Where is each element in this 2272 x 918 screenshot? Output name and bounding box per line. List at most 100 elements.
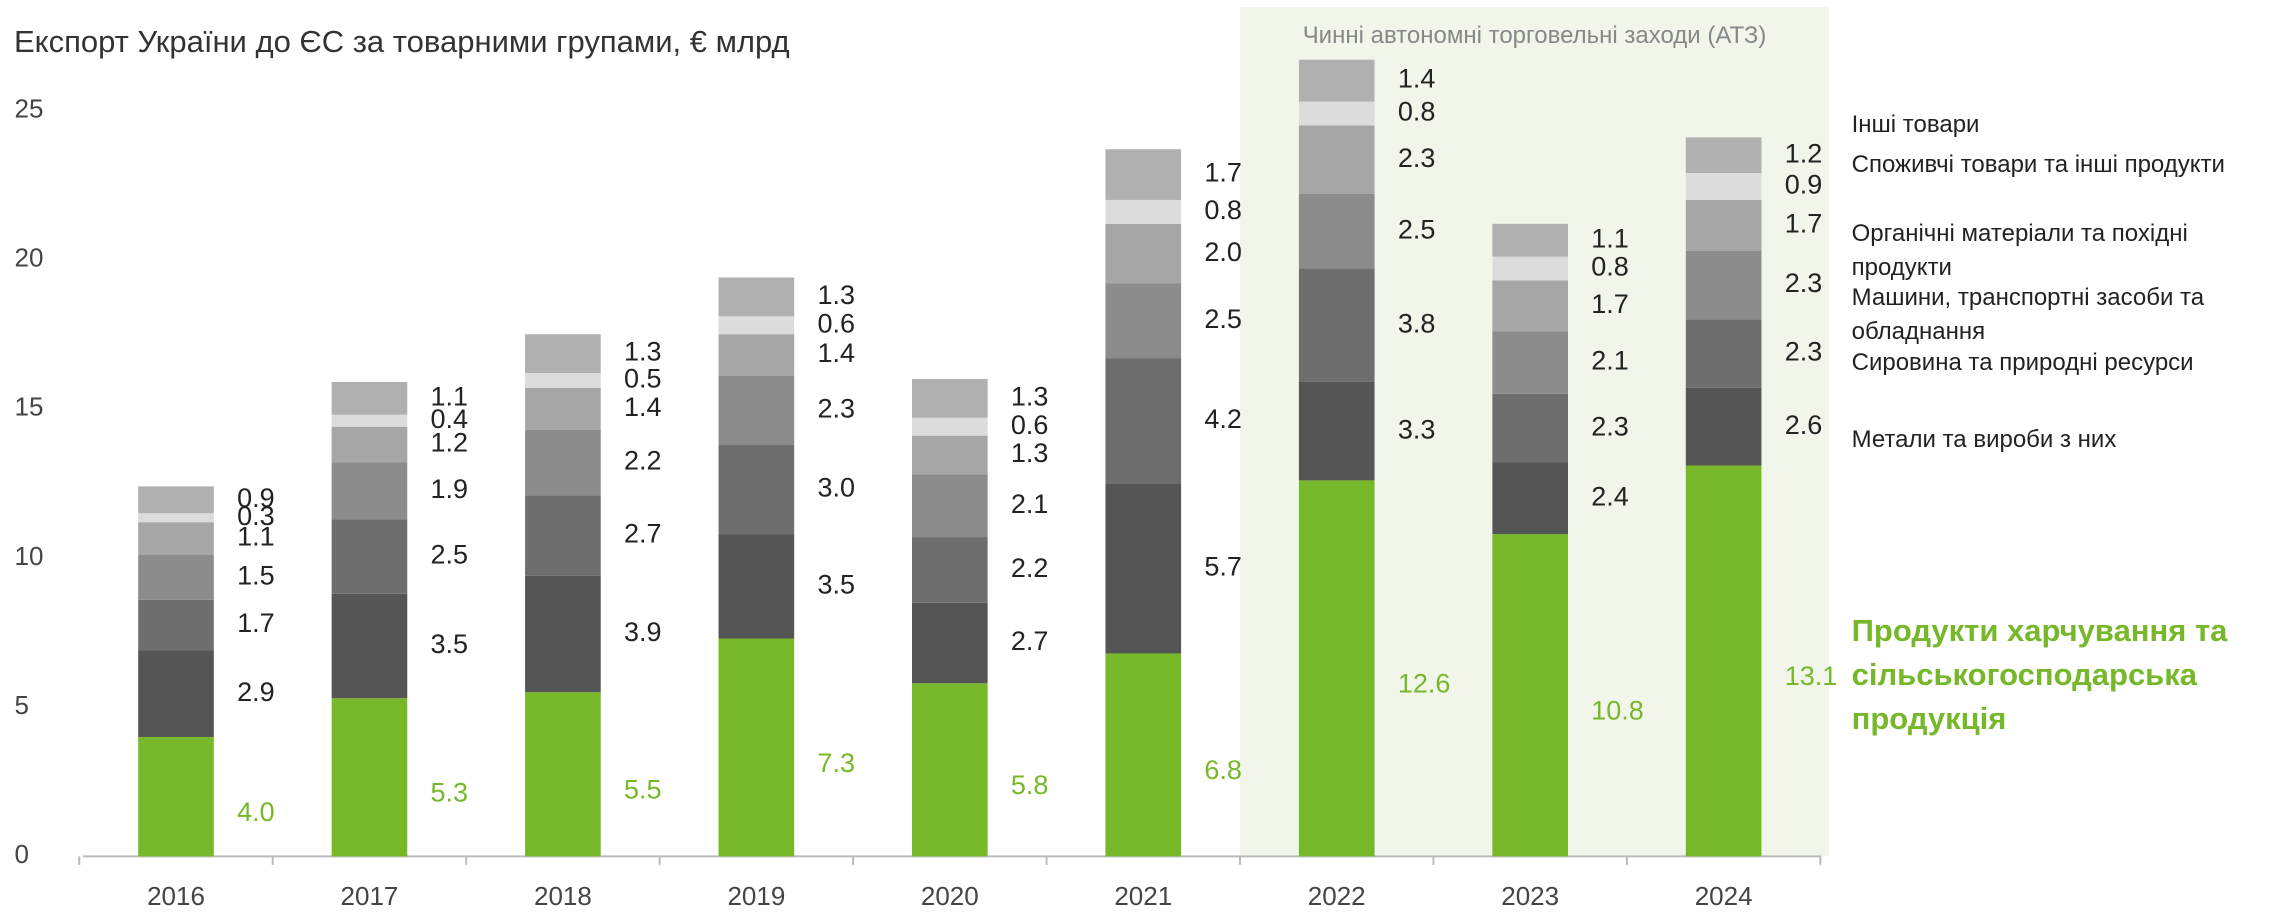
value-label: 2.3 [1591,411,1629,441]
bar-segment [1685,199,1762,251]
bar-segment [331,698,408,857]
value-label: 2.5 [431,540,469,570]
value-label: 1.4 [1398,64,1436,94]
bar-segment [718,334,795,376]
bar-segment [718,444,795,535]
bar-segment [525,429,601,496]
bar-segment [718,534,795,639]
bar-segment [1492,223,1568,257]
bar-segment [138,650,214,737]
value-label: 1.7 [1591,289,1629,319]
value-label: 1.1 [237,522,275,552]
value-label: 1.3 [624,337,662,367]
value-label: 1.7 [1204,158,1242,188]
value-label: 1.2 [431,428,469,458]
value-label: 1.1 [431,381,469,411]
bar-segment [912,474,988,538]
bar-segment [1105,483,1182,654]
legend-entry: Споживчі товари та інші продукти [1851,150,2225,178]
value-label: 0.6 [1011,410,1049,440]
value-label: 1.1 [1591,223,1629,253]
bar-segment [525,334,601,373]
value-label: 0.5 [624,364,662,394]
value-label: 1.5 [237,560,275,590]
bar-segment [912,537,988,603]
bar-segment [912,435,988,475]
bar-segment [718,638,795,857]
bar-segment [1298,101,1375,126]
bar-segment [1298,193,1375,269]
bar-segment [1685,137,1762,174]
value-label: 7.3 [817,748,855,778]
y-tick-label: 25 [15,93,44,123]
value-label: 2.3 [817,393,855,423]
value-label: 2.5 [1204,304,1242,334]
value-label: 2.7 [624,519,662,549]
value-label: 1.2 [1785,138,1823,168]
legend-entry: Сировина та природні ресурси [1851,348,2194,376]
value-label: 2.6 [1785,410,1823,440]
legend-entry: Продукти харчування та сільськогосподарс… [1851,613,2228,737]
bar-segment [1105,223,1182,284]
value-label: 10.8 [1591,696,1644,726]
value-label: 13.1 [1785,661,1838,691]
value-label: 2.9 [237,677,275,707]
value-label: 5.8 [1011,770,1049,800]
bar-segment [1105,199,1182,224]
bar-segment [1685,387,1762,466]
value-label: 2.3 [1398,143,1436,173]
bar-segment [1105,283,1182,359]
bar-segment [1298,480,1375,857]
bar-segment [1105,149,1182,200]
value-label: 2.4 [1591,481,1629,511]
bar-segment [1105,653,1182,857]
value-label: 0.8 [1204,195,1242,225]
value-label: 1.7 [237,608,275,638]
value-label: 2.2 [1011,553,1049,583]
x-tick-label: 2021 [1114,881,1172,911]
legend-entry: Інші товари [1851,110,1980,138]
bar-segment [331,414,408,427]
value-label: 0.4 [431,404,469,434]
y-tick-label: 10 [15,541,44,571]
bar-segment [1492,280,1568,332]
x-tick-label: 2020 [921,881,979,911]
y-tick-label: 0 [15,839,29,869]
x-tick-label: 2024 [1695,881,1753,911]
value-label: 1.3 [817,280,855,310]
x-tick-label: 2016 [147,881,205,911]
value-label: 0.8 [1591,252,1629,282]
bar-segment [331,593,408,699]
value-label: 3.5 [431,629,469,659]
bar-segment [1298,381,1375,481]
legend-entry: Машини, транспортні засоби та обладнання [1851,284,2205,346]
value-label: 1.3 [1011,381,1049,411]
value-label: 1.9 [431,474,469,504]
bar-segment [525,372,601,388]
bar-segment [718,316,795,335]
bar-segment [1492,534,1568,857]
bar-segment [912,378,988,418]
bar-segment [525,692,601,857]
x-tick-label: 2023 [1501,881,1559,911]
bar-segment [138,522,214,555]
value-label: 2.5 [1398,214,1436,244]
value-label: 12.6 [1398,669,1451,699]
x-tick-label: 2017 [341,881,399,911]
value-label: 5.3 [431,778,469,808]
value-label: 3.8 [1398,308,1436,338]
bar-segment [1685,250,1762,320]
x-tick-label: 2022 [1308,881,1366,911]
bar-segment [1685,173,1762,200]
bar-segment [138,599,214,651]
legend-entry: Органічні матеріали та похідні продукти [1851,219,2188,281]
bar-segment [1685,319,1762,388]
bar-segment [138,513,214,523]
value-label: 2.3 [1785,337,1823,367]
bar-segment [138,554,214,600]
bar-segment [912,417,988,436]
legend-entry: Метали та вироби з них [1851,426,2117,454]
bar-segment [1298,125,1375,194]
y-tick-label: 5 [15,690,29,720]
